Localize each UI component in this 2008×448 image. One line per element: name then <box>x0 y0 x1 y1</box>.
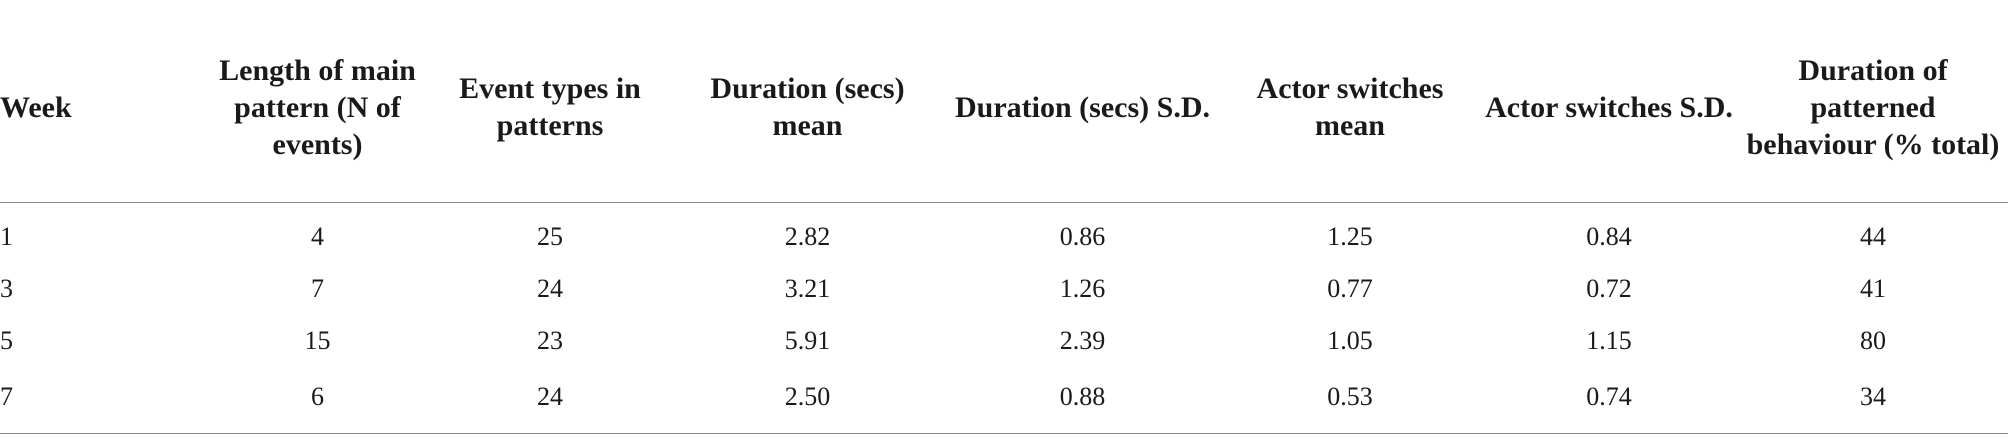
cell-event-types: 24 <box>430 367 670 434</box>
header-row: Week Length of main pattern (N of events… <box>0 12 2008 203</box>
header-duration-sd: Duration (secs) S.D. <box>945 12 1220 203</box>
cell-patterned-duration: 34 <box>1738 367 2008 434</box>
header-pattern-length: Length of main pattern (N of events) <box>205 12 430 203</box>
cell-pattern-length: 7 <box>311 274 324 303</box>
cell-duration-mean: 2.50 <box>670 367 945 434</box>
cell-actor-switches-sd: 1.15 <box>1586 326 1632 355</box>
header-duration-mean: Duration (secs) mean <box>670 12 945 203</box>
cell-pattern-length: 4 <box>311 222 324 251</box>
cell-duration-mean: 3.21 <box>784 274 831 303</box>
header-actor-switches-sd: Actor switches S.D. <box>1480 12 1738 203</box>
cell-duration-sd: 0.88 <box>945 367 1220 434</box>
cell-week: 1 <box>0 222 13 251</box>
cell-patterned-duration: 80 <box>1860 326 1886 355</box>
cell-event-types: 23 <box>537 326 563 355</box>
cell-event-types: 24 <box>537 274 563 303</box>
cell-actor-switches-mean: 1.25 <box>1327 222 1373 251</box>
cell-event-types: 25 <box>537 222 563 251</box>
cell-duration-mean: 2.82 <box>784 222 831 251</box>
cell-patterned-duration: 44 <box>1860 222 1886 251</box>
cell-actor-switches-sd: 0.72 <box>1586 274 1632 303</box>
cell-actor-switches-mean: 0.77 <box>1327 274 1373 303</box>
header-patterned-duration: Duration of patterned behaviour (% total… <box>1738 12 2008 203</box>
cell-duration-sd: 0.86 <box>1059 222 1106 251</box>
header-event-types: Event types in patterns <box>430 12 670 203</box>
cell-week: 3 <box>0 274 13 303</box>
cell-actor-switches-sd: 0.84 <box>1586 222 1632 251</box>
cell-actor-switches-sd: 0.74 <box>1480 367 1738 434</box>
cell-duration-mean: 5.91 <box>784 326 831 355</box>
table-row: 3 7 24 3.21 1.26 0.77 0.72 41 <box>0 263 2008 315</box>
header-week: Week <box>0 12 205 203</box>
cell-actor-switches-mean: 1.05 <box>1327 326 1373 355</box>
cell-week: 5 <box>0 326 13 355</box>
results-table: Week Length of main pattern (N of events… <box>0 12 2008 434</box>
cell-duration-sd: 2.39 <box>1059 326 1106 355</box>
table-row: 5 15 23 5.91 2.39 1.05 1.15 80 <box>0 315 2008 367</box>
table-body: 1 4 25 2.82 0.86 1.25 0.84 44 3 7 24 3.2… <box>0 203 2008 434</box>
table-row: 1 4 25 2.82 0.86 1.25 0.84 44 <box>0 203 2008 264</box>
table-row: 7 6 24 2.50 0.88 0.53 0.74 34 <box>0 367 2008 434</box>
cell-pattern-length: 15 <box>304 326 331 355</box>
cell-week: 7 <box>0 367 205 434</box>
table-header: Week Length of main pattern (N of events… <box>0 12 2008 203</box>
cell-patterned-duration: 41 <box>1860 274 1886 303</box>
header-actor-switches-mean: Actor switches mean <box>1220 12 1480 203</box>
cell-pattern-length: 6 <box>205 367 430 434</box>
cell-duration-sd: 1.26 <box>1059 274 1106 303</box>
cell-actor-switches-mean: 0.53 <box>1220 367 1480 434</box>
